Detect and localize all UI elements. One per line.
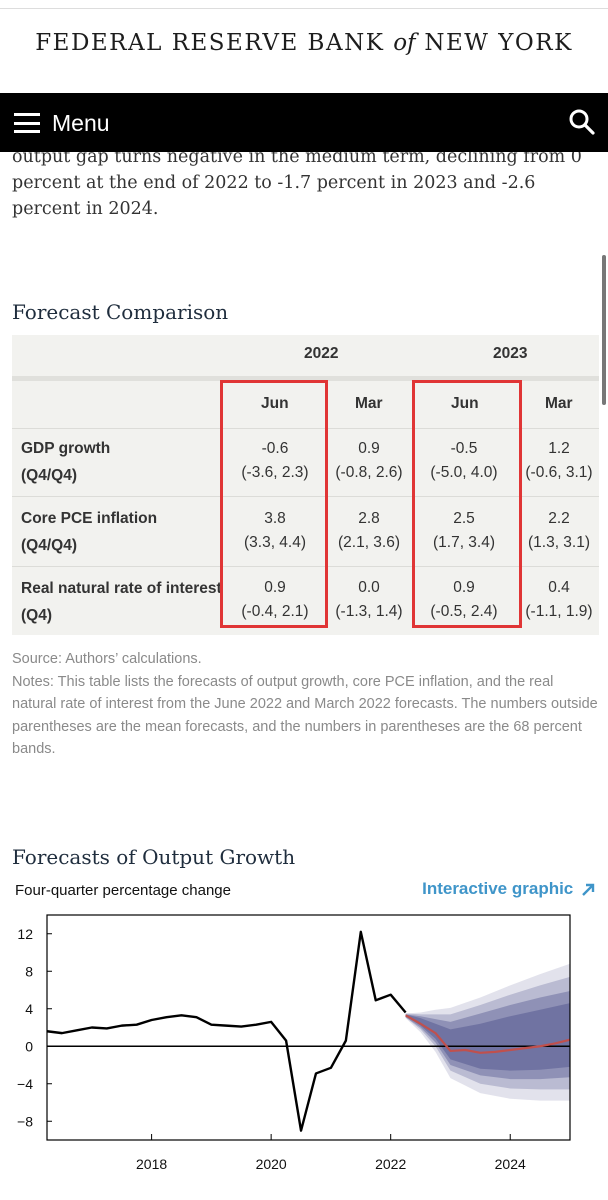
top-border bbox=[0, 0, 608, 9]
nav-bar: Menu bbox=[0, 93, 608, 152]
history-line bbox=[46, 930, 407, 1132]
page-scrollbar[interactable] bbox=[602, 255, 606, 405]
fan-band-4 bbox=[405, 1003, 570, 1071]
brand-text-pre: FEDERAL RESERVE BANK bbox=[35, 30, 385, 56]
table-cell: 2.8 (2.1, 3.6) bbox=[337, 510, 401, 551]
highlight-box-jun-2023 bbox=[412, 380, 522, 628]
col-header-jun-2022: Jun bbox=[261, 395, 289, 412]
article-paragraph: output gap turns negative in the medium … bbox=[12, 152, 582, 219]
x-tick-label: 2018 bbox=[136, 1156, 167, 1172]
table-cell: 0.9 (-0.4, 2.1) bbox=[241, 579, 309, 620]
plot-frame bbox=[46, 914, 571, 1141]
table-cell: 0.4 (-1.1, 1.9) bbox=[525, 579, 593, 620]
article-body: output gap turns negative in the medium … bbox=[0, 152, 608, 232]
table-title: Forecast Comparison bbox=[12, 300, 229, 324]
y-tick-label: −4 bbox=[17, 1076, 33, 1092]
table-cell: -0.6 (-3.6, 2.3) bbox=[241, 440, 309, 481]
site-brand-logo[interactable]: FEDERAL RESERVE BANK of NEW YORK bbox=[0, 30, 608, 56]
forecast-mean-line bbox=[405, 1014, 571, 1054]
interactive-graphic-link[interactable]: Interactive graphic bbox=[422, 879, 596, 899]
chart-subtitle: Four-quarter percentage change bbox=[15, 882, 231, 899]
col-header-mar-2023: Mar bbox=[545, 395, 573, 412]
table-cell: 2.2 (1.3, 3.1) bbox=[527, 510, 591, 551]
year-header-2022: 2022 bbox=[304, 345, 339, 362]
chart-title: Forecasts of Output Growth bbox=[12, 845, 296, 869]
table-row-divider bbox=[12, 566, 599, 567]
menu-button[interactable]: Menu bbox=[14, 107, 110, 139]
output-growth-chart: 12 8 4 0 −4 −8 2018 2020 2022 2024 bbox=[17, 914, 571, 1172]
search-icon bbox=[569, 109, 595, 135]
col-header-jun-2023: Jun bbox=[451, 395, 479, 412]
row-label-gdp-growth: GDP growth (Q4/Q4) bbox=[21, 440, 111, 484]
x-tick-label: 2022 bbox=[375, 1156, 406, 1172]
menu-label: Menu bbox=[52, 109, 110, 136]
header-divider-band bbox=[12, 376, 599, 381]
search-button[interactable] bbox=[568, 108, 596, 136]
forecast-table: 2022 2023 Jun Mar Jun Mar GDP growth (Q4/… bbox=[12, 335, 599, 635]
arrow-up-right-icon bbox=[582, 883, 595, 896]
table-cell: 3.8 (3.3, 4.4) bbox=[243, 510, 307, 551]
table-row-divider bbox=[12, 428, 599, 429]
year-header-2023: 2023 bbox=[493, 345, 528, 362]
y-tick-label: 8 bbox=[25, 963, 33, 979]
brand-text-post: NEW YORK bbox=[424, 30, 573, 56]
table-source: Source: Authors’ calculations. bbox=[12, 651, 202, 667]
table-cell: 0.9 (-0.8, 2.6) bbox=[335, 440, 403, 481]
y-tick-label: 0 bbox=[25, 1038, 33, 1054]
highlight-box-jun-2022 bbox=[220, 380, 328, 628]
table-notes-text: Notes: This table lists the forecasts of… bbox=[12, 673, 598, 758]
table-cell: 0.9 (-0.5, 2.4) bbox=[430, 579, 498, 620]
row-label-real-natural-rate: Real natural rate of interest (Q4) bbox=[21, 580, 222, 624]
table-cell: 0.0 (-1.3, 1.4) bbox=[335, 579, 403, 620]
y-tick-label: 12 bbox=[17, 926, 33, 942]
y-tick-label: 4 bbox=[25, 1001, 33, 1017]
table-cell: 2.5 (1.7, 3.4) bbox=[432, 510, 496, 551]
table-cell: 1.2 (-0.6, 3.1) bbox=[525, 440, 593, 481]
table-notes: Source: Authors’ calculations. Notes: Th… bbox=[12, 648, 600, 761]
row-label-core-pce-inflation: Core PCE inflation (Q4/Q4) bbox=[21, 510, 158, 554]
x-tick-label: 2024 bbox=[495, 1156, 526, 1172]
hamburger-icon bbox=[14, 113, 40, 133]
brand-text-of: of bbox=[393, 30, 416, 56]
interactive-graphic-label: Interactive graphic bbox=[422, 879, 574, 898]
y-tick-label: −8 bbox=[17, 1113, 33, 1129]
table-cell: -0.5 (-5.0, 4.0) bbox=[430, 440, 498, 481]
x-tick-label: 2020 bbox=[256, 1156, 287, 1172]
col-header-mar-2022: Mar bbox=[355, 395, 383, 412]
table-row-divider bbox=[12, 496, 599, 497]
